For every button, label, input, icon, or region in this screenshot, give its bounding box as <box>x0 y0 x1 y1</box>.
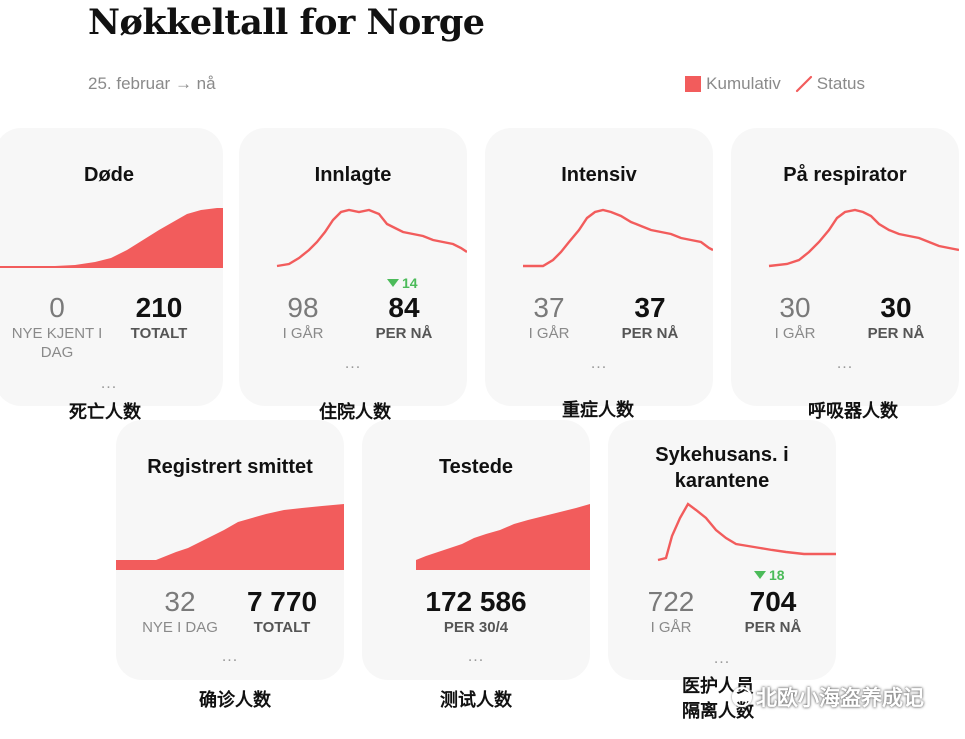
date-range: 25. februar → nå <box>88 74 216 93</box>
card-karantene[interactable]: Sykehusans. i karantene 18 722 I GÅR 704… <box>608 420 836 680</box>
left-stat: 30 I GÅR <box>757 292 833 343</box>
down-triangle-icon <box>754 571 766 579</box>
right-value: 210 <box>135 292 183 323</box>
area-fill <box>0 208 223 268</box>
more-button[interactable]: ... <box>836 355 854 372</box>
card-title: Intensiv <box>561 164 637 186</box>
right-label: PER NÅ <box>621 325 679 342</box>
right-value: 30 <box>880 292 912 323</box>
right-label: TOTALT <box>130 325 188 342</box>
left-value: 0 <box>49 292 65 323</box>
left-stat: 32 NYE I DAG <box>132 586 228 637</box>
status-sparkline <box>657 502 836 562</box>
caption-smittet: 确诊人数 <box>199 690 271 710</box>
card-smittet[interactable]: Registrert smittet 32 NYE I DAG 7 770 TO… <box>116 420 344 680</box>
more-button[interactable]: ... <box>100 375 118 392</box>
left-label: NYE KJENT I DAG <box>11 325 103 361</box>
right-stat: 84 PER NÅ <box>359 292 449 343</box>
right-value: 704 <box>749 586 797 617</box>
left-label: I GÅR <box>774 325 816 342</box>
caption-intensiv: 重症人数 <box>562 400 634 420</box>
right-stat: 704 PER NÅ <box>728 586 818 637</box>
legend-cumulative-label: Kumulativ <box>706 74 781 93</box>
left-label: NYE I DAG <box>142 619 218 636</box>
left-stat: 98 I GÅR <box>265 292 341 343</box>
right-label: TOTALT <box>253 619 311 636</box>
delta-badge: 14 <box>387 275 418 291</box>
left-value: 722 <box>647 586 695 617</box>
caption-innlagte: 住院人数 <box>319 402 391 422</box>
watermark-text: 北欧小海盗养成记 <box>756 687 924 710</box>
wechat-logo-icon <box>732 687 752 707</box>
right-value: 84 <box>388 292 420 323</box>
card-respirator[interactable]: På respirator 30 I GÅR 30 PER NÅ ... <box>731 128 959 406</box>
more-button[interactable]: ... <box>344 355 362 372</box>
card-title: Innlagte <box>314 164 392 186</box>
left-label: I GÅR <box>528 325 570 342</box>
right-value: 37 <box>634 292 666 323</box>
card-title: På respirator <box>783 164 907 186</box>
right-stat: 30 PER NÅ <box>851 292 941 343</box>
left-label: I GÅR <box>650 619 692 636</box>
status-sparkline <box>523 208 713 268</box>
legend: Kumulativ Status <box>685 74 865 94</box>
status-line-icon <box>795 75 812 93</box>
center-stat: 172 586 PER 30/4 <box>392 586 560 637</box>
center-value: 172 586 <box>425 586 527 617</box>
left-stat: 37 I GÅR <box>511 292 587 343</box>
more-button[interactable]: ... <box>590 355 608 372</box>
more-button[interactable]: ... <box>713 650 731 667</box>
caption-respirator: 呼吸器人数 <box>808 401 898 421</box>
area-fill <box>116 504 344 570</box>
left-label: I GÅR <box>282 325 324 342</box>
left-stat: 722 I GÅR <box>632 586 710 637</box>
right-label: PER NÅ <box>867 325 925 342</box>
status-sparkline <box>276 208 467 268</box>
status-line <box>276 208 467 268</box>
more-button[interactable]: ... <box>221 648 239 665</box>
card-title: Døde <box>84 164 134 186</box>
down-triangle-icon <box>387 279 399 287</box>
status-line <box>657 502 836 562</box>
delta-badge: 18 <box>754 567 785 583</box>
center-label: PER 30/4 <box>443 619 509 636</box>
caption-testede: 测试人数 <box>440 690 512 710</box>
right-stat: 210 TOTALT <box>113 292 205 343</box>
status-sparkline <box>768 208 959 268</box>
left-value: 30 <box>779 292 811 323</box>
left-stat: 0 NYE KJENT I DAG <box>0 292 115 362</box>
card-title-line2: karantene <box>674 470 770 492</box>
card-dode[interactable]: Døde 0 NYE KJENT I DAG 210 TOTALT ... <box>0 128 223 406</box>
right-label: PER NÅ <box>744 619 802 636</box>
right-label: PER NÅ <box>375 325 433 342</box>
legend-status-label: Status <box>816 74 865 93</box>
status-line <box>523 208 713 268</box>
caption-dode: 死亡人数 <box>69 402 141 422</box>
card-title: Registrert smittet <box>147 456 313 478</box>
caption-karantene-line2: 隔离人数 <box>682 701 754 721</box>
right-stat: 37 PER NÅ <box>605 292 695 343</box>
card-title: Testede <box>438 456 514 478</box>
cumulative-sparkline <box>416 504 590 570</box>
left-value: 32 <box>164 586 196 617</box>
area-fill <box>416 504 590 570</box>
right-stat: 7 770 TOTALT <box>230 586 334 637</box>
card-intensiv[interactable]: Intensiv 37 I GÅR 37 PER NÅ ... <box>485 128 713 406</box>
status-line <box>768 208 959 268</box>
cumulative-sparkline <box>0 208 223 268</box>
cumulative-swatch-icon <box>685 76 702 92</box>
right-value: 7 770 <box>246 586 318 617</box>
card-innlagte[interactable]: Innlagte 14 98 I GÅR 84 PER NÅ ... <box>239 128 467 406</box>
card-title-line1: Sykehusans. i <box>655 444 789 466</box>
page-title: Nøkkeltall for Norge <box>88 2 485 43</box>
card-testede[interactable]: Testede 172 586 PER 30/4 ... <box>362 420 590 680</box>
delta-value: 18 <box>769 567 785 583</box>
cumulative-sparkline <box>116 504 344 570</box>
watermark: 北欧小海盗养成记 <box>732 682 924 712</box>
left-value: 98 <box>287 292 319 323</box>
left-value: 37 <box>533 292 565 323</box>
more-button[interactable]: ... <box>467 648 485 665</box>
delta-value: 14 <box>402 275 418 291</box>
